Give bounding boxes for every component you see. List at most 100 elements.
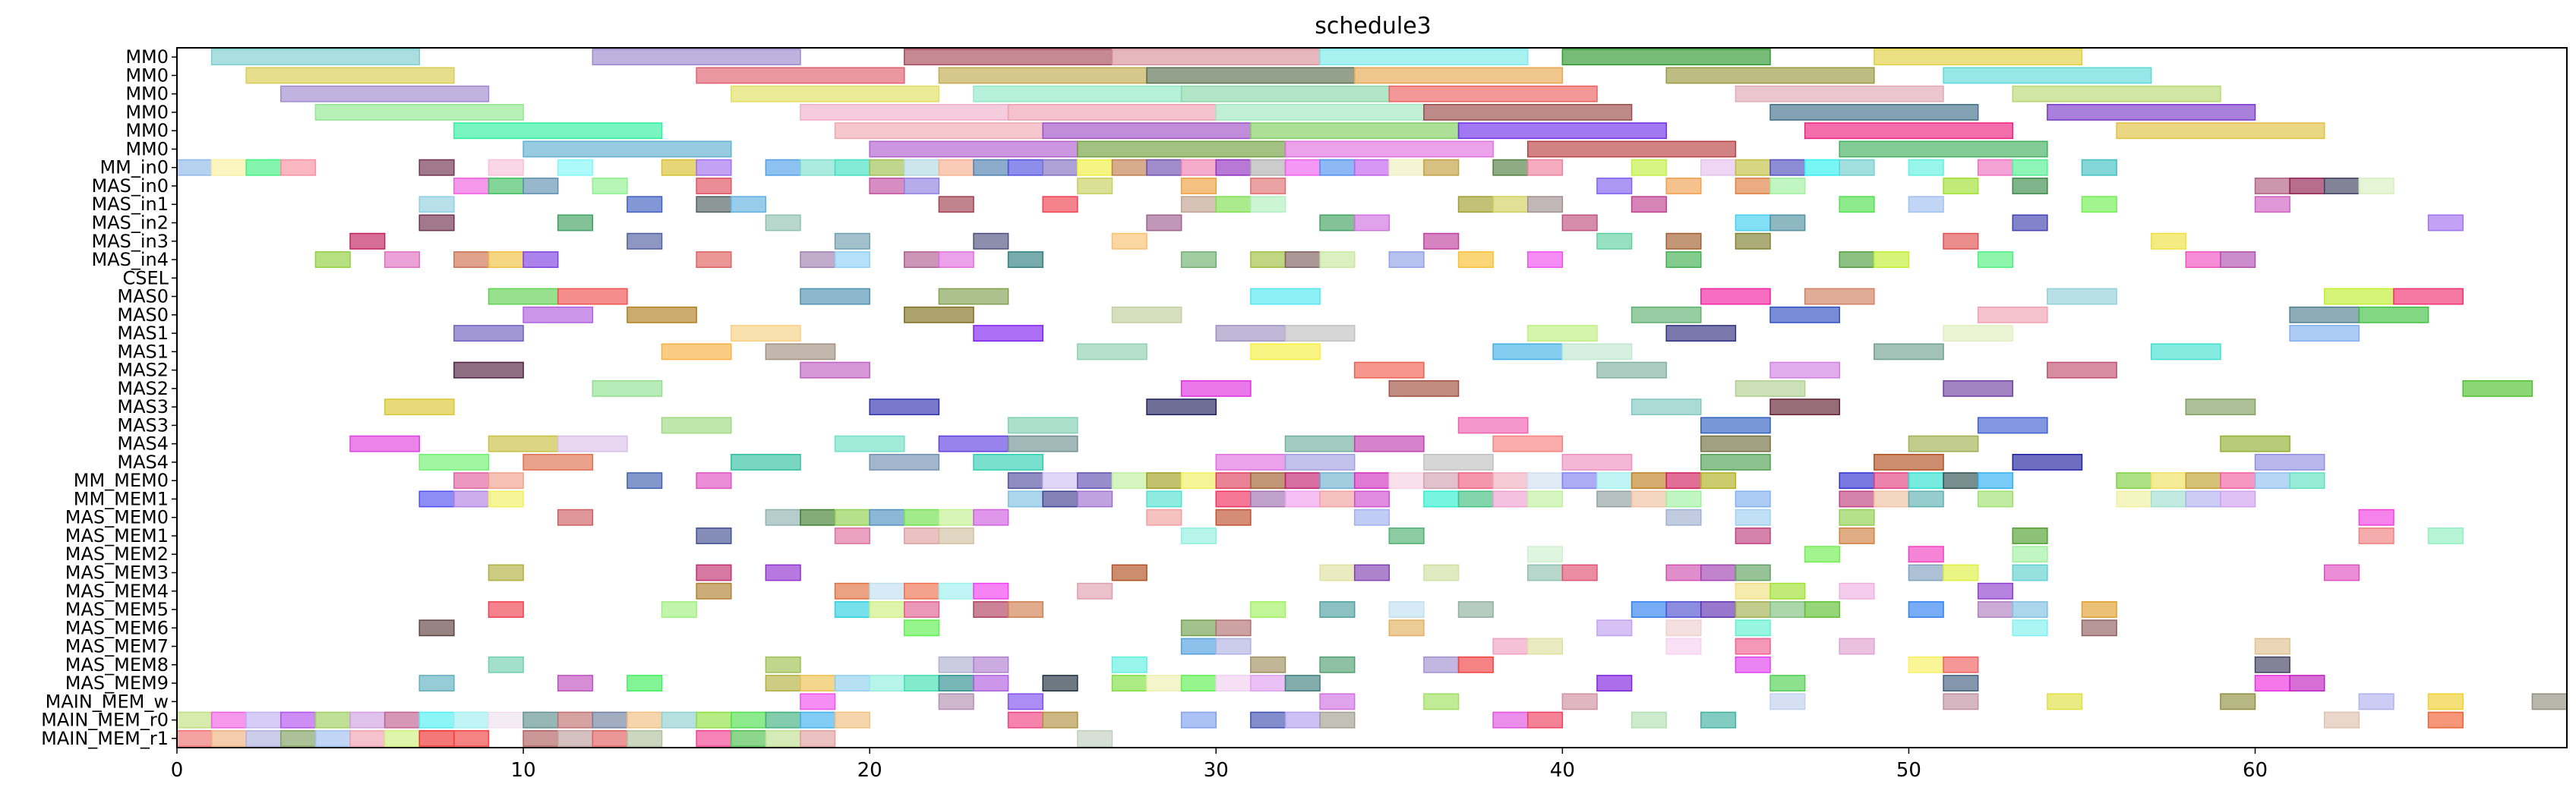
task-bar — [696, 159, 732, 176]
task-bar — [349, 711, 386, 729]
task-bar — [453, 122, 663, 140]
task-bar — [1353, 361, 1425, 379]
task-bar — [2220, 490, 2256, 508]
task-bar — [1735, 490, 1771, 508]
task-bar — [1735, 619, 1771, 637]
task-bar — [938, 693, 974, 710]
task-bar — [1007, 435, 1078, 452]
task-bar — [1353, 435, 1425, 452]
task-bar — [2081, 619, 2117, 637]
task-bar — [1492, 638, 1529, 655]
task-bar — [1007, 693, 1043, 710]
task-bar — [696, 564, 732, 581]
task-bar — [661, 601, 697, 618]
y-tick-label: MM_MEM1 — [74, 488, 169, 509]
task-bar — [488, 251, 524, 268]
task-bar — [2185, 490, 2221, 508]
task-bar — [2323, 711, 2360, 729]
task-bar — [1457, 196, 1494, 213]
task-bar — [1007, 103, 1217, 121]
task-bar — [384, 711, 421, 729]
task-bar — [1908, 546, 1944, 563]
task-bar — [869, 453, 940, 471]
task-bar — [488, 178, 524, 194]
task-bar — [1111, 159, 1148, 176]
task-bar — [765, 159, 801, 176]
task-bar — [1353, 214, 1391, 231]
task-bar — [2185, 398, 2256, 416]
task-bar — [1804, 122, 2014, 140]
task-bar — [869, 509, 905, 526]
y-tick-label: MAS_MEM5 — [65, 599, 169, 620]
task-bar — [1735, 159, 1771, 176]
task-bar — [488, 159, 524, 176]
task-bar — [1665, 601, 1702, 618]
task-bar — [1631, 601, 1667, 618]
task-bar — [488, 601, 524, 618]
task-bar — [418, 159, 455, 176]
task-bar — [1215, 159, 1252, 176]
task-bar — [834, 251, 870, 268]
task-bar — [1665, 325, 1737, 342]
task-bar — [384, 251, 421, 268]
task-bar — [765, 675, 801, 692]
y-tick-label: MM0 — [125, 83, 169, 105]
task-bar — [1631, 306, 1702, 323]
y-tick-label: MM0 — [125, 46, 169, 68]
task-bar — [1526, 638, 1564, 655]
task-bar — [904, 619, 940, 637]
y-tick-label: MAS0 — [117, 304, 169, 326]
task-bar — [1457, 251, 1494, 268]
task-bar — [1874, 343, 1944, 361]
task-bar — [592, 380, 663, 397]
task-bar — [245, 711, 282, 729]
task-bar — [1769, 361, 1840, 379]
y-tick-label: MAS_in0 — [91, 175, 169, 197]
task-bar — [176, 711, 213, 729]
task-bar — [488, 490, 524, 508]
y-tick-label: MM0 — [125, 120, 169, 141]
y-tick-label: MAS_in4 — [91, 249, 169, 270]
task-bar — [2047, 361, 2117, 379]
task-bar — [557, 711, 594, 729]
y-tick-label: MAS4 — [117, 452, 169, 473]
task-bar — [1700, 435, 1771, 452]
task-bar — [488, 656, 524, 673]
task-bar — [1839, 159, 1875, 176]
task-bar — [1180, 528, 1217, 544]
task-bar — [869, 159, 905, 176]
task-bar — [904, 582, 940, 600]
task-bar — [904, 178, 940, 194]
task-bar — [1492, 472, 1529, 490]
task-bar — [1561, 343, 1633, 361]
task-bar — [1284, 159, 1321, 176]
task-bar — [1735, 582, 1771, 600]
task-bar — [2220, 693, 2256, 710]
task-bar — [453, 729, 490, 747]
task-bar — [1250, 122, 1460, 140]
task-bar — [418, 619, 455, 637]
task-bar — [1284, 472, 1321, 490]
task-bar — [1908, 196, 1944, 213]
task-bar — [1943, 472, 1979, 490]
task-bar — [2116, 490, 2152, 508]
task-bar — [2047, 103, 2256, 121]
task-bar — [1526, 711, 1564, 729]
task-bar — [800, 251, 836, 268]
task-bar — [418, 729, 455, 747]
task-bar — [1735, 85, 1944, 102]
task-bar — [2012, 159, 2048, 176]
task-bar — [1526, 251, 1564, 268]
task-bar — [1007, 490, 1043, 508]
task-bar — [1388, 380, 1460, 397]
task-bar — [1284, 711, 1321, 729]
task-bar — [1874, 490, 1910, 508]
task-bar — [1631, 711, 1667, 729]
task-bar — [2081, 196, 2117, 213]
task-bar — [557, 729, 594, 747]
task-bar — [1596, 232, 1633, 250]
task-bar — [1631, 472, 1667, 490]
task-bar — [1042, 711, 1078, 729]
task-bar — [627, 196, 663, 213]
task-bar — [176, 729, 213, 747]
